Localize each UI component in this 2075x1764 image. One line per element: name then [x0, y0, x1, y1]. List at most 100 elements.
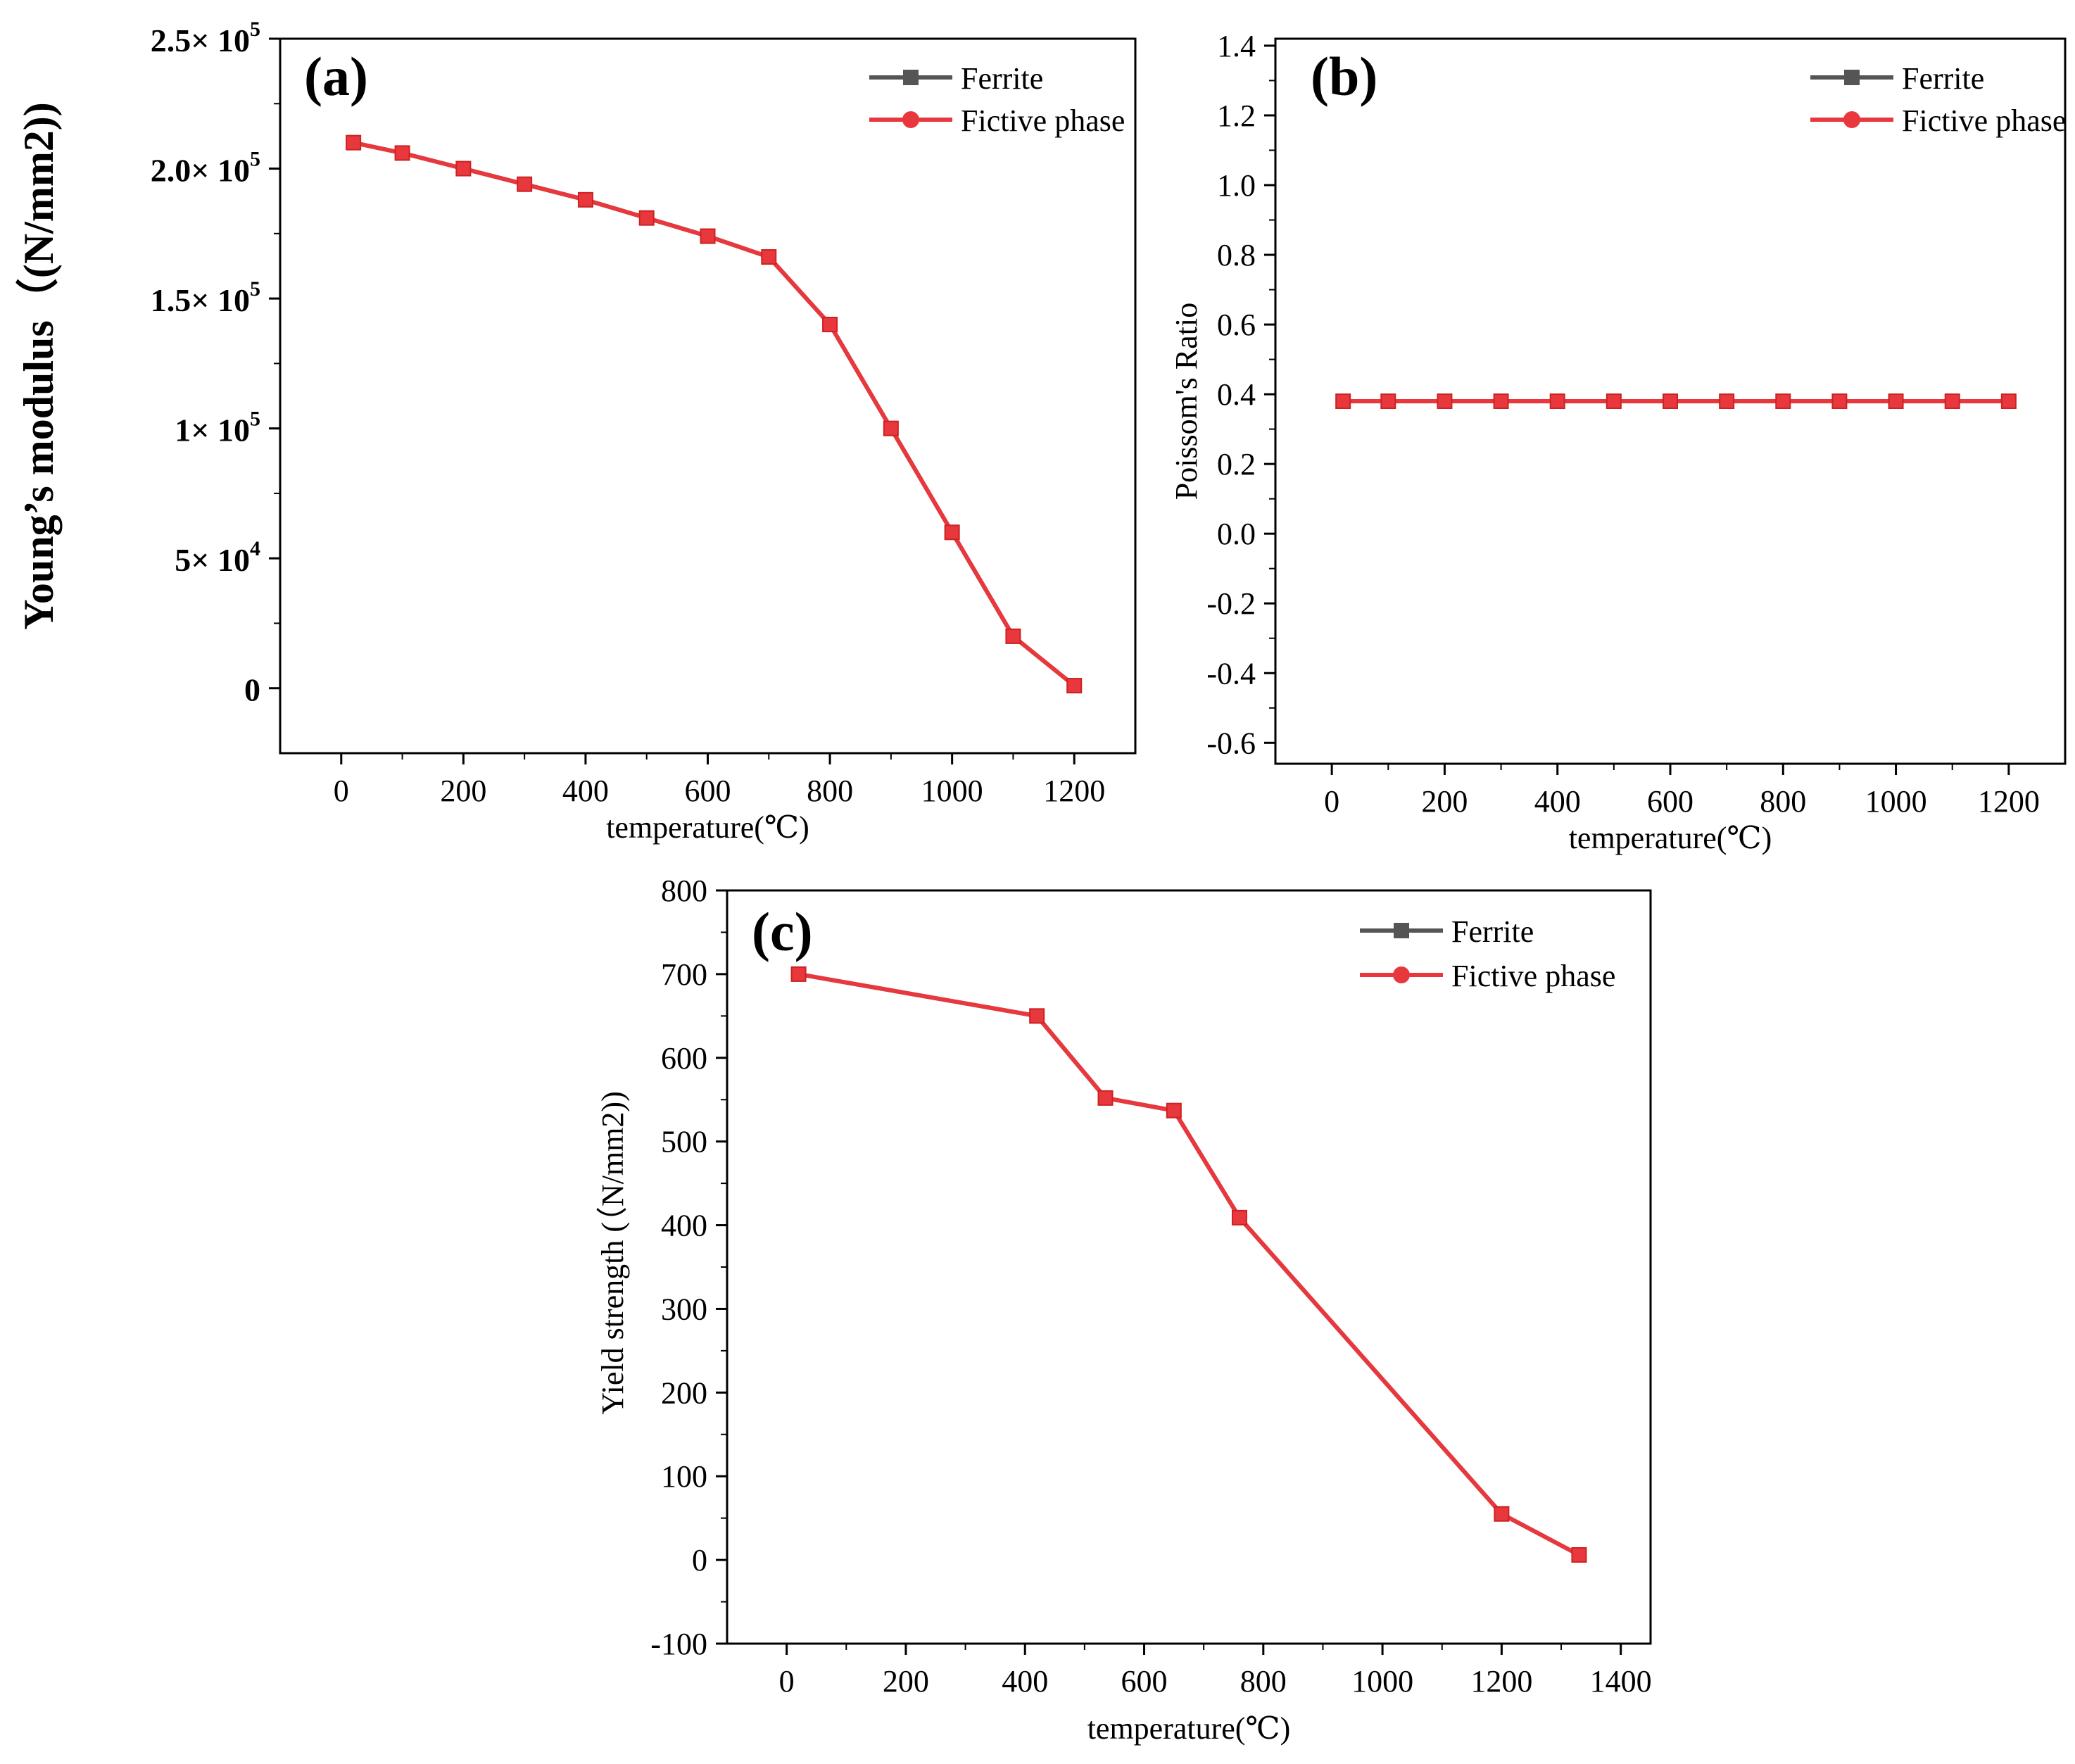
data-point [1097, 1090, 1114, 1106]
x-tick-label: 600 [1121, 1664, 1168, 1699]
chart-panel-2: 0 200 400 600 800 1000 1200 -0.6 -0.4 -0.2 0.0 0.2 0… [1169, 29, 2067, 855]
data-point [1437, 393, 1453, 409]
x-tick-label: 400 [562, 774, 609, 808]
y-tick-label: 0 [244, 672, 260, 708]
x-tick-label: 1200 [1470, 1664, 1532, 1699]
legend-label: Ferrite [1451, 914, 1534, 949]
y-tick-label: 1.5× 105 [151, 277, 260, 318]
y-tick-label: 600 [661, 1041, 707, 1076]
y-tick-label: 0.0 [1217, 517, 1256, 551]
x-tick-label: 1000 [1351, 1664, 1413, 1699]
x-tick-label: 1200 [1043, 774, 1105, 808]
y-tick-label: 1.2 [1217, 99, 1256, 133]
panel-label: (b) [1311, 46, 1377, 107]
y-tick-label: 700 [661, 957, 707, 992]
data-point [346, 134, 362, 151]
legend-marker [902, 111, 919, 128]
panel-label: (a) [304, 46, 368, 107]
series-ferrite [346, 135, 1082, 693]
data-point [1571, 1546, 1587, 1563]
legend-marker [1394, 923, 1409, 938]
legend-label: Fictive phase [1902, 103, 2066, 138]
data-point [577, 191, 593, 208]
data-point [455, 160, 472, 177]
x-tick-label: 1400 [1590, 1664, 1652, 1699]
y-axis-label: Poissom's Ratio [1169, 303, 1204, 500]
x-tick-label: 0 [779, 1664, 795, 1699]
y-tick-label: -0.2 [1206, 586, 1256, 621]
data-point [1888, 393, 1904, 409]
x-tick-label: 600 [1647, 784, 1694, 819]
y-tick-label: 1.4 [1217, 29, 1256, 63]
data-point [883, 420, 899, 436]
legend-label: Ferrite [961, 61, 1043, 96]
legend-label: Fictive phase [961, 103, 1125, 138]
legend-marker [1393, 966, 1410, 983]
x-tick-label: 200 [883, 1664, 929, 1699]
y-tick-label: 0.8 [1217, 238, 1256, 272]
series-line [353, 140, 1076, 688]
data-point [1494, 1506, 1510, 1522]
y-tick-label: 100 [661, 1459, 707, 1494]
legend-marker [903, 70, 919, 85]
chart-panel-1: 0 200 400 600 800 1000 1200 0 5× 104 1× 105 1.5× 1… [15, 18, 1137, 845]
x-tick-label: 600 [685, 774, 731, 808]
y-tick-label: 500 [661, 1125, 707, 1159]
x-tick-label: 800 [1240, 1664, 1287, 1699]
plot-frame [726, 889, 1652, 1645]
data-point [1029, 1008, 1045, 1024]
series-fictive-phase [1335, 393, 2017, 409]
y-tick-label: 5× 104 [175, 537, 260, 578]
y-tick-label: 1× 105 [175, 408, 260, 448]
data-point [517, 176, 533, 192]
x-tick-label: 400 [1534, 784, 1581, 819]
y-tick-label: 2.0× 105 [151, 148, 260, 189]
y-tick-label: 2.5× 105 [151, 18, 260, 58]
data-point [394, 145, 410, 161]
data-point [944, 524, 960, 541]
panel-label: (c) [752, 901, 813, 962]
legend-label: Ferrite [1902, 61, 1984, 96]
data-point [1663, 393, 1678, 409]
series-line [798, 971, 1580, 1557]
y-tick-label: 400 [661, 1209, 707, 1243]
y-tick-label: 1.0 [1217, 168, 1256, 203]
data-point [1606, 393, 1622, 409]
chart-panel-3: 0 200 400 600 800 1000 1200 1400 -100 0 100 200 300 4… [595, 874, 1652, 1746]
data-point [1493, 393, 1509, 409]
x-tick-label: 1200 [1978, 784, 2040, 819]
data-point [822, 317, 838, 332]
data-point [1231, 1209, 1247, 1226]
y-tick-label: 0 [692, 1543, 707, 1577]
y-tick-label: 300 [661, 1292, 707, 1326]
legend-label: Fictive phase [1451, 959, 1615, 993]
y-tick-label: 0.6 [1217, 308, 1256, 342]
legend-marker [1843, 111, 1860, 128]
y-tick-label: 0.4 [1217, 377, 1256, 412]
series-fictive-phase [346, 134, 1083, 694]
x-tick-label: 0 [334, 774, 349, 808]
data-point [1831, 393, 1848, 409]
y-axis-label: Young’s modulus（(N/mm2)) [15, 102, 62, 630]
data-point [1005, 628, 1021, 644]
x-tick-label: 800 [1760, 784, 1806, 819]
y-axis-label: Yield strength (（N/mm2)) [595, 1091, 630, 1415]
x-tick-label: 800 [807, 774, 853, 808]
data-point [761, 249, 777, 265]
legend-marker [1844, 70, 1860, 85]
x-tick-label: 400 [1002, 1664, 1048, 1699]
x-axis-label: temperature(℃) [1087, 1711, 1291, 1746]
data-point [1944, 393, 1960, 409]
data-point [1166, 1102, 1182, 1119]
series-fictive-phase [790, 966, 1587, 1563]
y-tick-label: 200 [661, 1375, 707, 1410]
data-point [1775, 393, 1791, 409]
y-tick-label: 800 [661, 874, 707, 908]
x-tick-label: 1000 [1865, 784, 1927, 819]
x-axis-label: temperature(℃) [606, 810, 809, 845]
x-tick-label: 1000 [921, 774, 983, 808]
data-point [1380, 393, 1396, 409]
data-point [1719, 393, 1735, 409]
x-tick-label: 200 [440, 774, 486, 808]
